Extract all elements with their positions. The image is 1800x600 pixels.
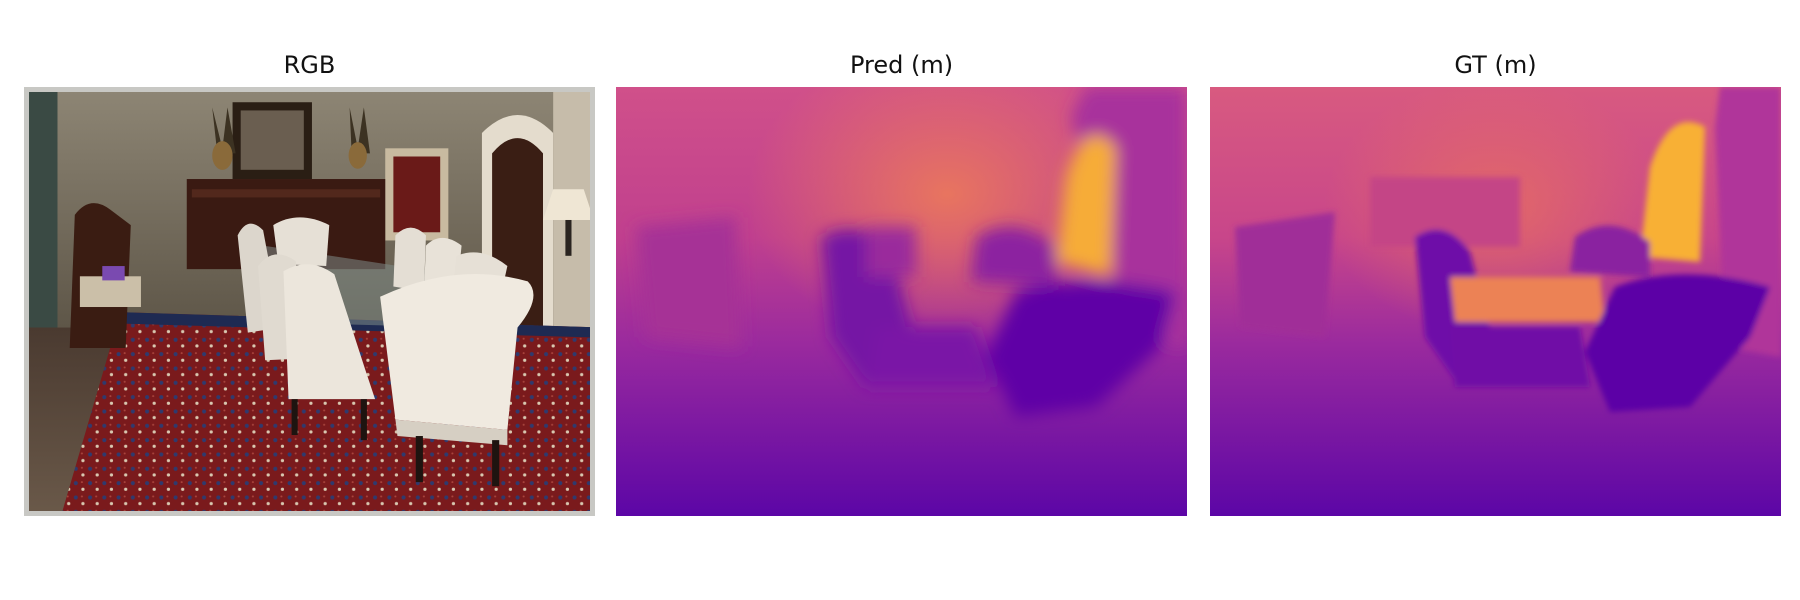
pred-depth-map: [616, 87, 1187, 516]
pred-depth-image: [616, 87, 1187, 516]
gt-depth-image: [1210, 87, 1781, 516]
pred-panel: Pred (m): [616, 45, 1187, 516]
gt-panel: GT (m): [1210, 45, 1781, 516]
pred-panel-title: Pred (m): [849, 51, 954, 79]
rgb-image: [24, 87, 595, 516]
gt-panel-title: GT (m): [1454, 51, 1537, 79]
rgb-panel: RGB: [24, 45, 595, 516]
rgb-panel-title: RGB: [283, 51, 336, 79]
gt-depth-map: [1210, 87, 1781, 516]
dining-room-photo: [29, 92, 590, 511]
